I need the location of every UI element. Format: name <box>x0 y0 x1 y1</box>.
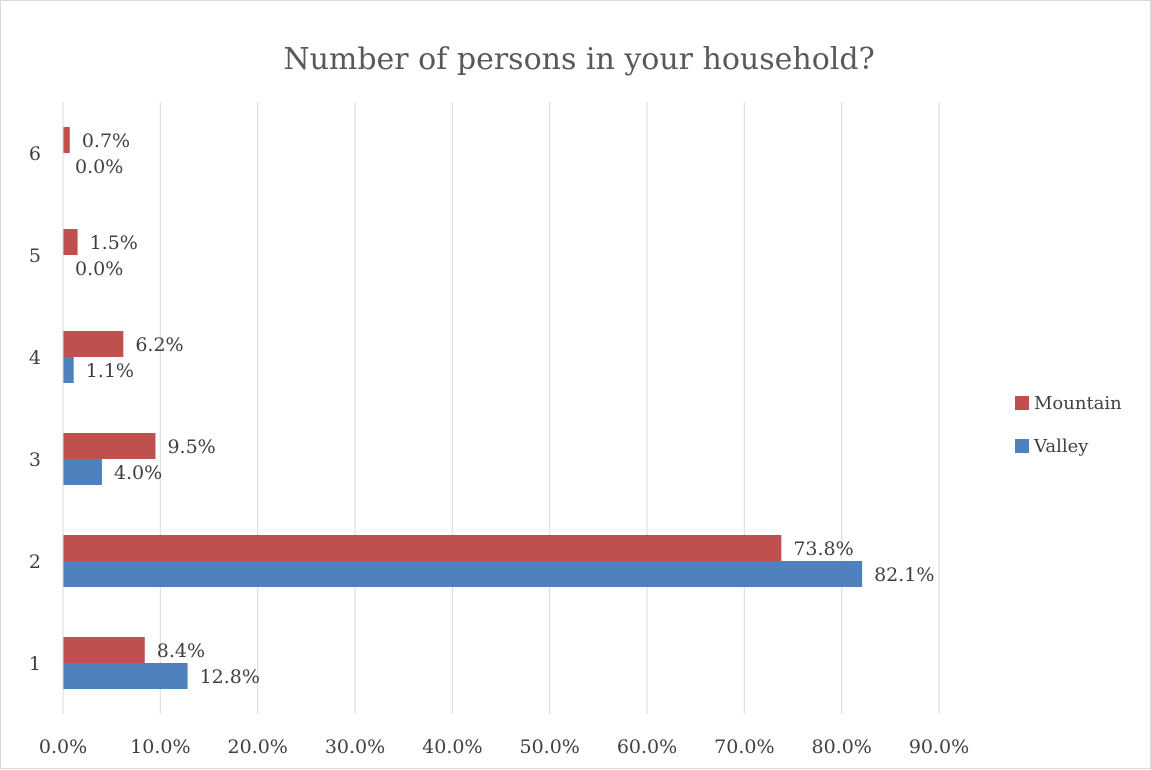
y-tick-label: 6 <box>29 143 41 165</box>
data-label-mountain-6: 0.7% <box>82 130 130 152</box>
bars <box>63 127 863 689</box>
data-label-mountain-1: 8.4% <box>157 640 205 662</box>
data-label-valley-5: 0.0% <box>75 258 123 280</box>
data-label-valley-6: 0.0% <box>75 156 123 178</box>
x-tick-label: 90.0% <box>909 736 969 758</box>
data-label-valley-1: 12.8% <box>200 666 260 688</box>
legend-swatch-mountain <box>1015 396 1029 410</box>
y-tick-label: 2 <box>29 551 41 573</box>
data-label-valley-4: 1.1% <box>86 360 134 382</box>
y-tick-label: 5 <box>29 245 41 267</box>
legend-swatch-valley <box>1015 439 1029 453</box>
legend-label-mountain: Mountain <box>1034 393 1122 414</box>
data-label-mountain-2: 73.8% <box>793 538 853 560</box>
bar-valley-3 <box>63 459 102 485</box>
legend: Mountain Valley <box>1015 393 1122 457</box>
bar-valley-2 <box>63 561 863 587</box>
chart-title: Number of persons in your household? <box>283 42 874 77</box>
x-tick-label: 70.0% <box>714 736 774 758</box>
x-tick-label: 10.0% <box>130 736 190 758</box>
bar-mountain-6 <box>63 127 70 153</box>
data-label-mountain-4: 6.2% <box>135 334 183 356</box>
y-tick-label: 4 <box>29 347 41 369</box>
axes: 0.0% 10.0% 20.0% 30.0% 40.0% 50.0% 60.0% 70.0% 8… <box>29 102 969 758</box>
x-tick-label: 80.0% <box>811 736 871 758</box>
bar-mountain-4 <box>63 331 124 357</box>
data-label-mountain-5: 1.5% <box>90 232 138 254</box>
bar-mountain-3 <box>63 433 156 459</box>
legend-label-valley: Valley <box>1033 436 1089 457</box>
x-tick-label: 50.0% <box>519 736 579 758</box>
bar-mountain-1 <box>63 637 145 663</box>
data-labels: 8.4% 12.8% 73.8% 82.1% 9.5%4.0% 6.2%1.1% 1.5% 0… <box>75 130 934 688</box>
bar-valley-1 <box>63 663 188 689</box>
x-tick-label: 0.0% <box>39 736 87 758</box>
bar-valley-4 <box>63 357 74 383</box>
bar-mountain-5 <box>63 229 78 255</box>
x-tick-label: 20.0% <box>227 736 287 758</box>
x-tick-label: 30.0% <box>325 736 385 758</box>
y-tick-label: 1 <box>29 653 41 675</box>
x-tick-label: 60.0% <box>617 736 677 758</box>
data-label-valley-2: 82.1% <box>874 564 934 586</box>
data-label-mountain-3: 9.5% <box>167 436 215 458</box>
data-label-valley-3: 4.0% <box>114 462 162 484</box>
y-tick-label: 3 <box>29 449 41 471</box>
x-tick-label: 40.0% <box>422 736 482 758</box>
gridlines <box>159 102 940 714</box>
bar-mountain-2 <box>63 535 782 561</box>
